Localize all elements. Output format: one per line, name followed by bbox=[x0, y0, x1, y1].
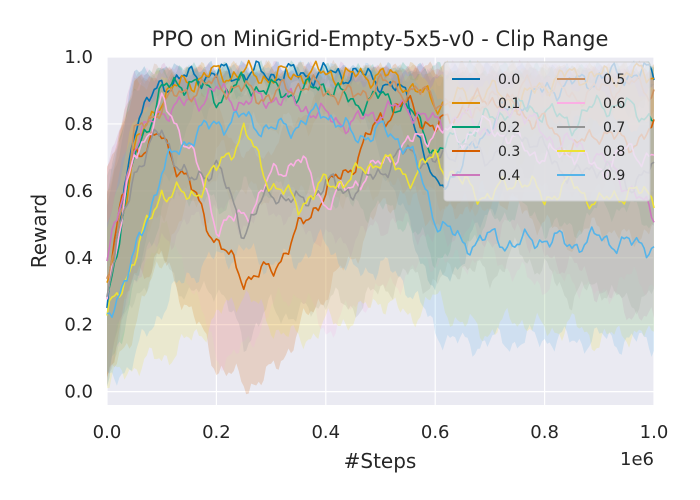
legend-label: 0.5 bbox=[603, 72, 625, 88]
y-tick-label: 0.2 bbox=[64, 315, 93, 336]
legend-label: 0.9 bbox=[603, 168, 625, 184]
legend-label: 0.0 bbox=[498, 72, 520, 88]
x-axis-offset-label: 1e6 bbox=[620, 449, 654, 470]
legend-box bbox=[443, 61, 651, 202]
legend-label: 0.3 bbox=[498, 144, 520, 160]
legend: 0.0 0.1 0.2 0.3 0.4 0.5 0.6 0.7 0.8 0.9 bbox=[443, 61, 651, 202]
legend-label: 0.1 bbox=[498, 96, 520, 112]
legend-label: 0.2 bbox=[498, 120, 520, 136]
x-tick-label: 1.0 bbox=[640, 422, 669, 443]
legend-label: 0.7 bbox=[603, 120, 625, 136]
legend-label: 0.4 bbox=[498, 168, 520, 184]
x-tick-label: 0.6 bbox=[421, 422, 450, 443]
y-tick-label: 0.0 bbox=[64, 382, 93, 403]
x-tick-label: 0.2 bbox=[202, 422, 231, 443]
legend-label: 0.8 bbox=[603, 144, 625, 160]
series-line-0-9 bbox=[106, 102, 655, 318]
x-tick-label: 0.4 bbox=[311, 422, 340, 443]
x-tick-label: 0.8 bbox=[530, 422, 559, 443]
y-tick-label: 0.8 bbox=[64, 114, 93, 135]
legend-label: 0.6 bbox=[603, 96, 625, 112]
x-axis-label: #Steps bbox=[344, 449, 417, 473]
tick-labels: 0.0 0.2 0.4 0.6 0.8 1.0 0.0 0.2 0.4 0.6 0.8 1.0 bbox=[64, 47, 668, 443]
y-tick-label: 0.6 bbox=[64, 181, 93, 202]
y-tick-label: 0.4 bbox=[64, 248, 93, 269]
y-axis-label: Reward bbox=[27, 194, 51, 268]
chart-title: PPO on MiniGrid-Empty-5x5-v0 - Clip Rang… bbox=[152, 27, 609, 51]
y-tick-label: 1.0 bbox=[64, 47, 93, 68]
x-tick-label: 0.0 bbox=[93, 422, 122, 443]
